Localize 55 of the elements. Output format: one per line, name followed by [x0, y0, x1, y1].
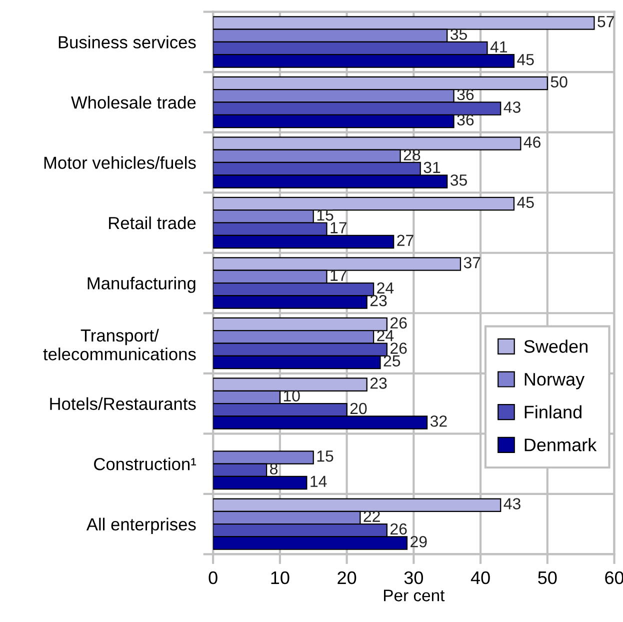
- y-tick-label: Manufacturing: [88, 276, 196, 293]
- data-label: 17: [330, 222, 346, 234]
- data-label: 29: [410, 536, 427, 548]
- x-tick-label: 50: [538, 571, 557, 584]
- data-label: 46: [524, 136, 541, 148]
- data-label: 15: [317, 450, 334, 462]
- data-label: 23: [370, 378, 387, 389]
- x-axis-title: Per cent: [384, 590, 445, 602]
- data-label: 41: [490, 41, 507, 52]
- data-label: 17: [330, 270, 346, 281]
- y-tick-label: Wholesale trade: [71, 96, 196, 109]
- data-label: 32: [430, 416, 447, 427]
- y-tick-label: Construction¹: [94, 458, 196, 470]
- data-label: 35: [450, 174, 467, 186]
- x-tick-label: 20: [338, 571, 356, 584]
- data-label: 14: [310, 476, 327, 487]
- y-tick-label: Hotels/Restaurants: [50, 397, 196, 410]
- data-label: 26: [390, 523, 407, 535]
- data-label: 43: [504, 498, 520, 510]
- legend-label: Sweden: [524, 340, 588, 353]
- y-tick-label: All enterprises: [86, 518, 196, 534]
- data-label: 43: [504, 102, 520, 113]
- data-label: 36: [457, 88, 474, 100]
- y-tick-label: Retail trade: [109, 216, 196, 230]
- data-label: 45: [517, 54, 534, 66]
- legend-label: Denmark: [524, 438, 597, 452]
- data-label: 25: [384, 355, 400, 367]
- data-label: 37: [464, 257, 480, 268]
- data-label: 57: [598, 16, 614, 28]
- data-label: 27: [397, 234, 414, 246]
- y-tick-label: Business services: [58, 36, 196, 48]
- legend-label: Norway: [524, 373, 585, 390]
- x-tick-label: 40: [470, 571, 490, 584]
- x-tick-label: 30: [404, 571, 424, 584]
- data-label: 23: [370, 294, 387, 306]
- data-label: 28: [404, 149, 420, 160]
- legend-label: Finland: [524, 405, 582, 418]
- data-label: 24: [377, 330, 394, 342]
- data-label: 50: [550, 76, 568, 88]
- y-tick-label: Transport/ telecommunications: [43, 328, 196, 360]
- data-label: 45: [517, 196, 534, 208]
- data-label: 20: [350, 402, 367, 414]
- data-label: 26: [390, 342, 407, 354]
- data-label: 10: [284, 390, 300, 402]
- data-label: 31: [424, 162, 440, 174]
- x-tick-label: 10: [271, 571, 290, 584]
- data-label: 35: [450, 28, 467, 40]
- data-label: 26: [390, 317, 407, 329]
- data-label: 8: [270, 463, 278, 474]
- y-tick-label: Motor vehicles/fuels: [44, 156, 196, 169]
- data-label: 15: [317, 210, 334, 221]
- data-label: 24: [377, 282, 394, 294]
- x-tick-label: 0: [208, 571, 218, 584]
- data-label: 36: [457, 114, 474, 126]
- data-label: 22: [364, 510, 380, 522]
